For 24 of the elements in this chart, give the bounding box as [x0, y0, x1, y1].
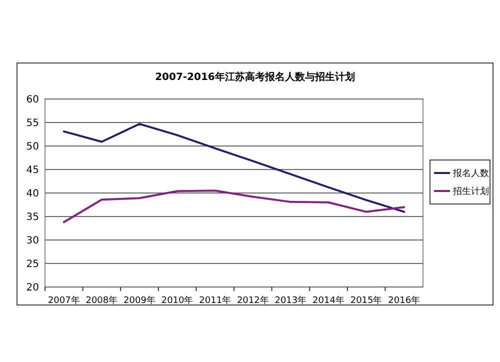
y-tick-label: 45 [26, 165, 39, 176]
x-tick-label: 2014年 [312, 295, 344, 306]
x-tick-label: 2009年 [124, 295, 156, 306]
x-tick-label: 2013年 [274, 295, 307, 306]
y-tick-label: 30 [26, 236, 39, 246]
y-tick-label: 50 [26, 142, 39, 152]
x-tick-label: 2015年 [350, 295, 382, 306]
x-tick-label: 2008年 [86, 295, 118, 306]
chart-title: 2007-2016年江苏高考报名人数与招生计划 [155, 71, 355, 83]
legend-label: 报名人数 [452, 168, 489, 180]
y-tick-label: 25 [26, 259, 39, 270]
y-tick-label: 55 [26, 118, 39, 129]
x-tick-label: 2011年 [199, 295, 232, 306]
y-tick-label: 40 [26, 188, 39, 200]
x-tick-label: 2007年 [48, 295, 80, 306]
y-tick-label: 35 [26, 212, 39, 223]
legend-label: 招生计划 [452, 186, 489, 198]
y-tick-label: 20 [26, 282, 39, 294]
line-series [62, 122, 406, 213]
x-tick-label: 2010年 [161, 295, 194, 306]
x-tick-label: 2016年 [388, 295, 420, 306]
line-series [62, 190, 406, 224]
y-tick-label: 60 [26, 94, 39, 106]
x-tick-label: 2012年 [236, 295, 269, 306]
